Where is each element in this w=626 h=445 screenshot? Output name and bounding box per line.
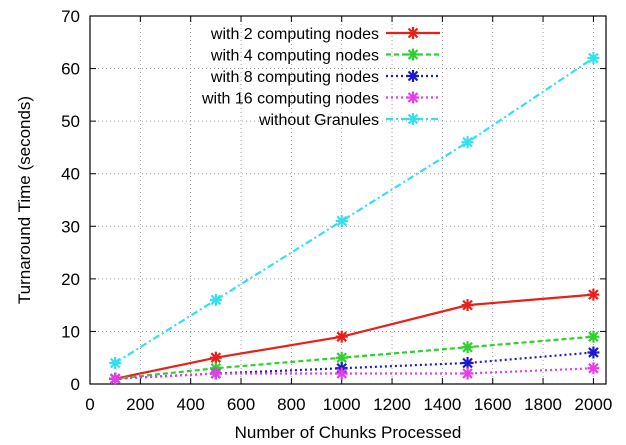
series-line-2 bbox=[115, 335, 594, 380]
legend-swatch-marker bbox=[407, 27, 419, 39]
x-tick-label: 800 bbox=[277, 395, 305, 414]
axis-ticks: 0 200 400 600 800 1000 1200 1400 1600 1800 2000 0 10… bbox=[61, 7, 612, 414]
series-4-point bbox=[109, 372, 122, 385]
series-5-point bbox=[109, 356, 122, 369]
legend-label: without Granules bbox=[258, 112, 379, 129]
plot-frame bbox=[89, 15, 607, 385]
series-5-point bbox=[461, 136, 474, 149]
series-line-5 bbox=[114, 57, 595, 364]
legend-label: with 8 computing nodes bbox=[210, 69, 379, 86]
series-line-1 bbox=[114, 293, 594, 380]
series-4-point bbox=[209, 367, 222, 380]
legend-swatch-marker bbox=[407, 48, 419, 61]
y-tick-label: 10 bbox=[61, 322, 80, 341]
y-tick-label: 70 bbox=[61, 7, 80, 26]
x-tick-label: 200 bbox=[126, 395, 154, 414]
y-tick-label: 20 bbox=[61, 270, 80, 289]
series-4-point bbox=[587, 362, 600, 375]
x-tick-label: 400 bbox=[176, 395, 204, 414]
grid bbox=[90, 16, 606, 384]
series-1-point bbox=[587, 288, 600, 301]
legend-swatch-marker bbox=[407, 70, 419, 82]
series-3-point bbox=[587, 346, 600, 359]
series-4-point bbox=[335, 367, 348, 380]
legend-swatch-marker bbox=[407, 91, 419, 104]
series-5-point bbox=[335, 215, 348, 228]
legend-swatch-marker bbox=[407, 113, 419, 125]
y-axis-title: Turnaround Time (seconds) bbox=[15, 96, 34, 304]
x-tick-label: 1600 bbox=[474, 395, 512, 414]
series-line-4 bbox=[115, 367, 594, 380]
x-tick-label: 1400 bbox=[423, 395, 461, 414]
y-tick-label: 60 bbox=[61, 60, 80, 79]
legend-label: with 16 computing nodes bbox=[201, 91, 379, 108]
series-1-point bbox=[209, 351, 222, 364]
x-tick-label: 2000 bbox=[575, 395, 613, 414]
x-tick-label: 1000 bbox=[323, 395, 361, 414]
x-axis-title: Number of Chunks Processed bbox=[235, 423, 462, 442]
legend-label: with 4 computing nodes bbox=[210, 48, 379, 65]
y-tick-label: 50 bbox=[61, 112, 80, 131]
y-tick-label: 40 bbox=[61, 165, 80, 184]
series-2-point bbox=[335, 351, 348, 364]
series-1-point bbox=[461, 299, 474, 312]
y-tick-label: 0 bbox=[71, 375, 80, 394]
legend-label: with 2 computing nodes bbox=[210, 26, 379, 43]
x-tick-label: 600 bbox=[227, 395, 255, 414]
legend: with 2 computing nodes with 4 computing n… bbox=[201, 26, 440, 129]
x-tick-label: 1800 bbox=[524, 395, 562, 414]
x-tick-label: 0 bbox=[85, 395, 94, 414]
series-2-point bbox=[461, 341, 474, 354]
series-3-point bbox=[461, 356, 474, 369]
series-1-point bbox=[335, 330, 348, 343]
series-lines bbox=[109, 52, 600, 385]
series-2-point bbox=[587, 330, 600, 343]
series-5-point bbox=[209, 293, 222, 306]
y-tick-label: 30 bbox=[61, 217, 80, 236]
series-4-point bbox=[461, 367, 474, 380]
series-5-point bbox=[587, 52, 600, 65]
x-tick-label: 1200 bbox=[373, 395, 411, 414]
